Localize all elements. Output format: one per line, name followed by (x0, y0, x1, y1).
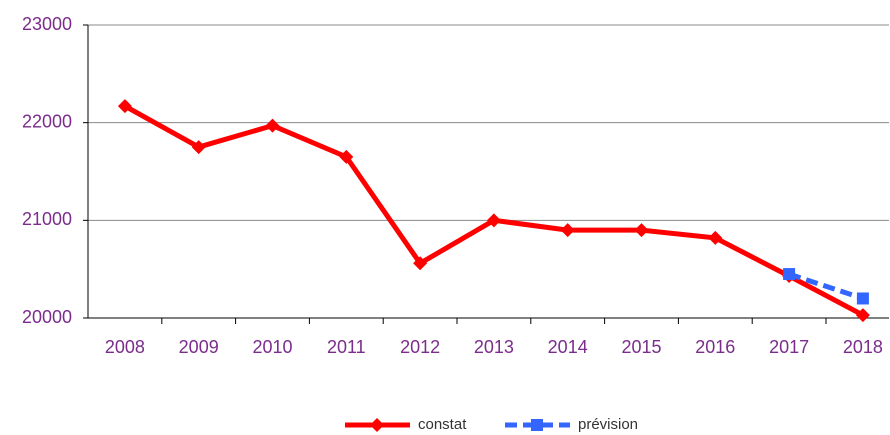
data-point (486, 213, 501, 228)
y-tick-label: 23000 (22, 14, 72, 34)
x-tick-label: 2011 (327, 337, 366, 357)
y-tick-label: 21000 (22, 209, 72, 229)
data-point (191, 140, 206, 155)
x-tick-label: 2013 (474, 337, 514, 357)
data-point (413, 256, 428, 271)
data-point (634, 223, 649, 238)
series-line (123, 103, 865, 318)
x-tick-label: 2010 (252, 337, 292, 357)
data-point (265, 118, 280, 133)
data-point (855, 308, 870, 323)
legend-label: constat (418, 416, 467, 433)
x-tick-label: 2017 (769, 337, 809, 357)
x-tick-label: 2008 (105, 337, 145, 357)
x-tick-label: 2015 (621, 337, 661, 357)
legend-label: prévision (578, 416, 638, 433)
data-point (783, 268, 796, 281)
x-tick-label: 2012 (400, 337, 440, 357)
legend-marker (531, 419, 543, 431)
y-tick-label: 20000 (22, 307, 72, 327)
legend-marker (370, 418, 384, 432)
x-tick-label: 2016 (695, 337, 735, 357)
x-tick-label: 2009 (179, 337, 219, 357)
x-tick-label: 2018 (843, 337, 883, 357)
series-line (788, 271, 864, 301)
data-point (856, 292, 869, 305)
y-tick-label: 22000 (22, 111, 72, 131)
data-point (708, 230, 723, 245)
x-tick-label: 2014 (548, 337, 588, 357)
data-point (560, 223, 575, 238)
data-point (117, 99, 132, 114)
data-point (339, 149, 354, 164)
